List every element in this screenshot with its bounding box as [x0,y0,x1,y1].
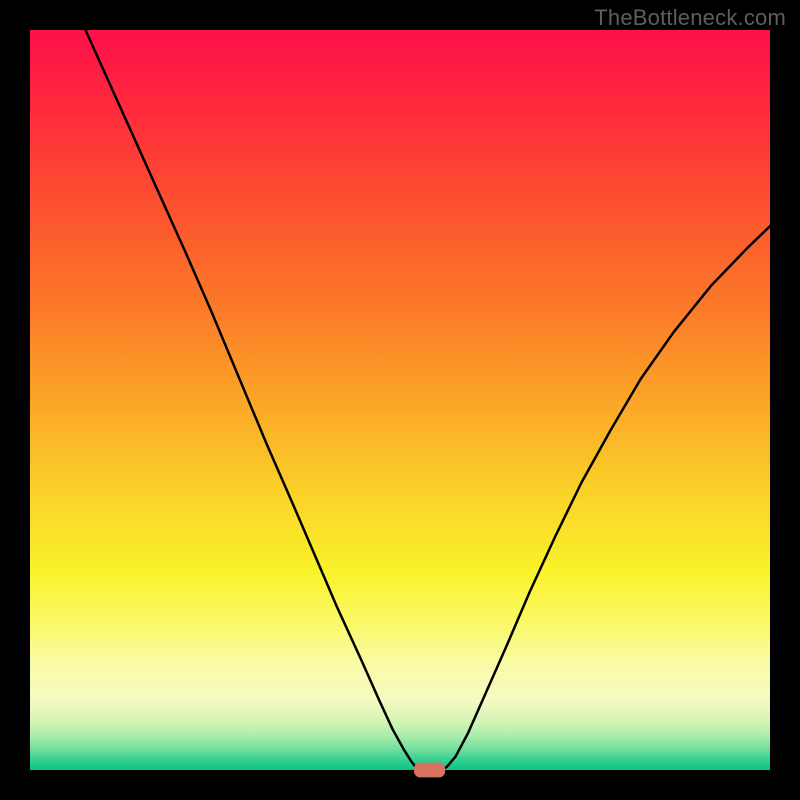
chart-canvas: TheBottleneck.com [0,0,800,800]
watermark-text: TheBottleneck.com [594,5,786,31]
bottleneck-curve-chart [0,0,800,800]
gradient-plot-background [30,30,770,770]
optimal-point-marker [414,763,445,778]
